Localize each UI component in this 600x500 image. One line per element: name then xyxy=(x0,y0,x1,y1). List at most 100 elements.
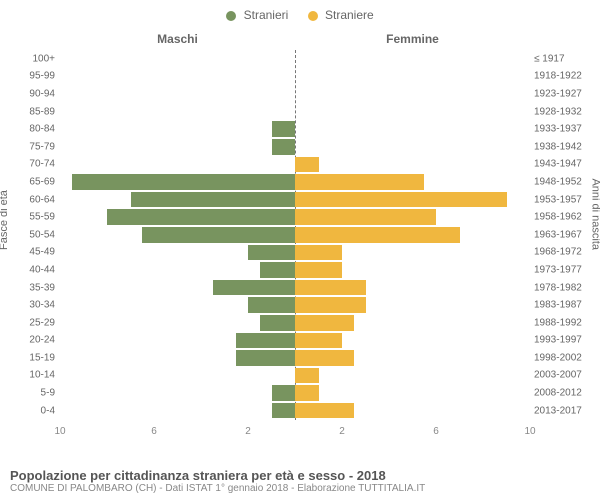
bar-male xyxy=(272,121,296,137)
bar-male xyxy=(272,403,296,419)
table-row: 5-92008-2012 xyxy=(60,384,530,402)
age-label: 0-4 xyxy=(10,405,55,416)
table-row: 75-791938-1942 xyxy=(60,138,530,156)
birth-year-label: 1988-1992 xyxy=(534,317,592,328)
age-label: 10-14 xyxy=(10,370,55,381)
birth-year-label: 2013-2017 xyxy=(534,405,592,416)
birth-year-label: 1958-1962 xyxy=(534,212,592,223)
bar-male xyxy=(236,350,295,366)
age-label: 45-49 xyxy=(10,247,55,258)
birth-year-label: 1983-1987 xyxy=(534,300,592,311)
bar-male xyxy=(260,262,295,278)
age-label: 25-29 xyxy=(10,317,55,328)
table-row: 25-291988-1992 xyxy=(60,314,530,332)
legend-swatch-male xyxy=(226,11,236,21)
table-row: 20-241993-1997 xyxy=(60,332,530,350)
bar-female xyxy=(295,192,507,208)
birth-year-label: 1998-2002 xyxy=(534,352,592,363)
table-row: 85-891928-1932 xyxy=(60,103,530,121)
age-label: 85-89 xyxy=(10,106,55,117)
age-label: 50-54 xyxy=(10,229,55,240)
table-row: 95-991918-1922 xyxy=(60,68,530,86)
chart-subtitle: COMUNE DI PALOMBARO (CH) - Dati ISTAT 1°… xyxy=(10,483,590,494)
age-label: 100+ xyxy=(10,53,55,64)
birth-year-label: 1928-1932 xyxy=(534,106,592,117)
pyramid-chart: Maschi Femmine 100+≤ 191795-991918-19229… xyxy=(60,32,530,440)
birth-year-label: 1948-1952 xyxy=(534,176,592,187)
bar-female xyxy=(295,262,342,278)
bar-female xyxy=(295,350,354,366)
birth-year-label: 1938-1942 xyxy=(534,141,592,152)
bar-female xyxy=(295,315,354,331)
bar-male xyxy=(213,280,295,296)
bar-female xyxy=(295,280,366,296)
header-male: Maschi xyxy=(157,32,198,46)
bar-male xyxy=(72,174,295,190)
age-label: 75-79 xyxy=(10,141,55,152)
birth-year-label: 1923-1927 xyxy=(534,88,592,99)
legend-swatch-female xyxy=(308,11,318,21)
table-row: 15-191998-2002 xyxy=(60,349,530,367)
age-label: 95-99 xyxy=(10,71,55,82)
birth-year-label: 2008-2012 xyxy=(534,388,592,399)
table-row: 60-641953-1957 xyxy=(60,191,530,209)
bar-male xyxy=(248,297,295,313)
age-label: 20-24 xyxy=(10,335,55,346)
x-tick: 10 xyxy=(54,426,65,437)
bar-female xyxy=(295,385,319,401)
legend: Stranieri Straniere xyxy=(0,0,600,28)
age-label: 60-64 xyxy=(10,194,55,205)
age-label: 80-84 xyxy=(10,124,55,135)
birth-year-label: ≤ 1917 xyxy=(534,53,592,64)
bar-female xyxy=(295,209,436,225)
bar-female xyxy=(295,368,319,384)
bar-female xyxy=(295,403,354,419)
bar-male xyxy=(260,315,295,331)
footer: Popolazione per cittadinanza straniera p… xyxy=(10,468,590,494)
table-row: 45-491968-1972 xyxy=(60,244,530,262)
bar-male xyxy=(272,139,296,155)
legend-label-male: Stranieri xyxy=(244,8,289,22)
y-axis-label-left: Fasce di età xyxy=(0,190,10,250)
table-row: 80-841933-1937 xyxy=(60,120,530,138)
x-axis: 10622610 xyxy=(60,426,530,440)
bar-male xyxy=(142,227,295,243)
bar-male xyxy=(272,385,296,401)
bar-male xyxy=(248,245,295,261)
legend-item-female: Straniere xyxy=(308,8,374,22)
age-label: 40-44 xyxy=(10,264,55,275)
table-row: 70-741943-1947 xyxy=(60,156,530,174)
table-row: 50-541963-1967 xyxy=(60,226,530,244)
birth-year-label: 2003-2007 xyxy=(534,370,592,381)
age-label: 65-69 xyxy=(10,176,55,187)
table-row: 55-591958-1962 xyxy=(60,208,530,226)
bar-male xyxy=(236,333,295,349)
birth-year-label: 1968-1972 xyxy=(534,247,592,258)
legend-label-female: Straniere xyxy=(325,8,374,22)
table-row: 0-42013-2017 xyxy=(60,402,530,420)
birth-year-label: 1978-1982 xyxy=(534,282,592,293)
age-label: 70-74 xyxy=(10,159,55,170)
x-tick: 2 xyxy=(339,426,345,437)
birth-year-label: 1973-1977 xyxy=(534,264,592,275)
chart-headers: Maschi Femmine xyxy=(60,32,530,48)
bar-female xyxy=(295,333,342,349)
legend-item-male: Stranieri xyxy=(226,8,288,22)
chart-title: Popolazione per cittadinanza straniera p… xyxy=(10,468,590,483)
x-tick: 2 xyxy=(245,426,251,437)
birth-year-label: 1933-1937 xyxy=(534,124,592,135)
bar-male xyxy=(107,209,295,225)
table-row: 90-941923-1927 xyxy=(60,85,530,103)
birth-year-label: 1953-1957 xyxy=(534,194,592,205)
table-row: 30-341983-1987 xyxy=(60,296,530,314)
birth-year-label: 1993-1997 xyxy=(534,335,592,346)
age-label: 15-19 xyxy=(10,352,55,363)
bar-female xyxy=(295,227,460,243)
age-label: 35-39 xyxy=(10,282,55,293)
birth-year-label: 1943-1947 xyxy=(534,159,592,170)
birth-year-label: 1963-1967 xyxy=(534,229,592,240)
age-label: 30-34 xyxy=(10,300,55,311)
bar-female xyxy=(295,245,342,261)
x-tick: 10 xyxy=(524,426,535,437)
bar-female xyxy=(295,157,319,173)
